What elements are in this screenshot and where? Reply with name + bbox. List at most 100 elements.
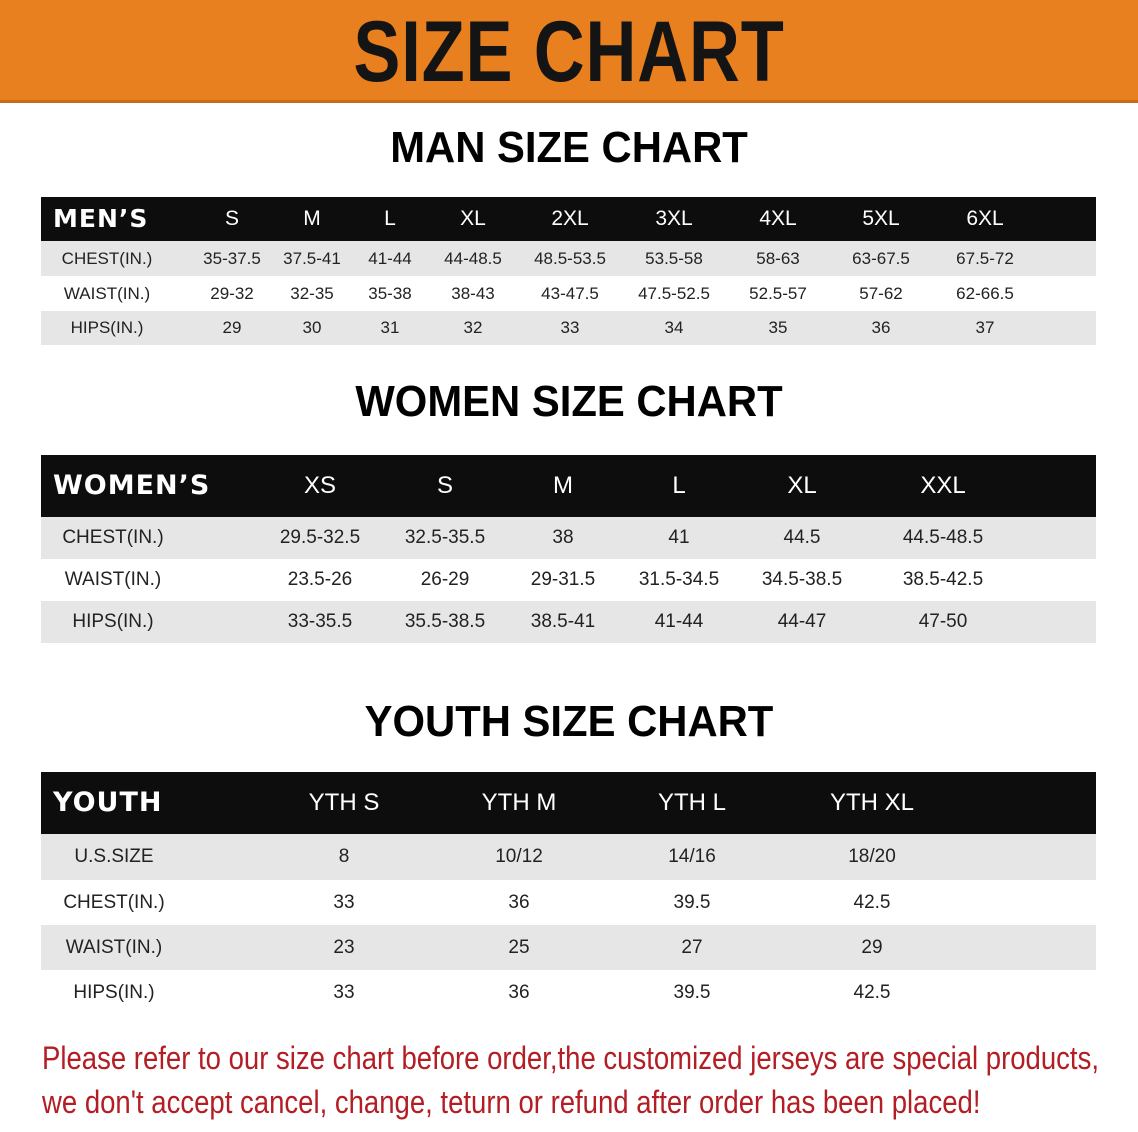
row-label: HIPS(IN.)	[70, 318, 144, 337]
table-cell: 8	[338, 846, 350, 867]
table-cell: 37.5-41	[283, 249, 341, 268]
size-header: 5XL	[862, 207, 900, 230]
table-cell: 23	[333, 937, 355, 958]
table-cell: 29	[222, 318, 242, 337]
table-cell: 26-29	[420, 569, 470, 590]
table-cell: 25	[508, 937, 530, 958]
women-header-label: WOMEN’S	[53, 470, 211, 501]
women-size-table: WOMEN’S XS S M L XL XXL CHEST(IN.) 29.5-32.5 32.5…	[41, 455, 1096, 643]
table-cell: 29	[861, 937, 883, 958]
row-label: U.S.SIZE	[74, 846, 154, 867]
women-header-row: WOMEN’S XS S M L XL XXL	[41, 455, 1096, 517]
table-row: WAIST(IN.) 29-32 32-35 35-38 38-43 43-47.5 47.…	[41, 276, 1096, 311]
notice-line-1: Please refer to our size chart before or…	[42, 1040, 1099, 1076]
table-cell: 32-35	[290, 284, 334, 303]
row-label: CHEST(IN.)	[63, 892, 165, 913]
women-section-title: WOMEN SIZE CHART	[355, 377, 783, 426]
table-row: HIPS(IN.) 33 36 39.5 42.5	[41, 970, 1096, 1015]
size-header: S	[436, 472, 454, 499]
table-cell: 44-47	[777, 611, 827, 632]
table-cell: 39.5	[673, 892, 711, 913]
table-cell: 44-48.5	[444, 249, 502, 268]
table-cell: 36	[508, 982, 530, 1003]
size-header: XL	[787, 472, 817, 499]
table-cell: 41-44	[654, 611, 704, 632]
size-header: YTH M	[481, 789, 557, 816]
size-header: 6XL	[966, 207, 1004, 230]
row-label: HIPS(IN.)	[72, 611, 154, 632]
table-row: HIPS(IN.) 33-35.5 35.5-38.5 38.5-41 41-44 44-…	[41, 601, 1096, 643]
men-size-table: MEN’S S M L XL 2XL 3XL 4XL 5XL 6XL CHEST(IN.) 35-37…	[41, 197, 1096, 345]
table-cell: 30	[302, 318, 322, 337]
size-header: 2XL	[551, 207, 589, 230]
notice-line-2: we don't accept cancel, change, teturn o…	[42, 1084, 981, 1120]
banner: SIZE CHART	[0, 0, 1138, 103]
table-cell: 38.5-41	[530, 611, 596, 632]
table-cell: 14/16	[668, 846, 716, 867]
size-header: L	[384, 207, 396, 230]
table-row: U.S.SIZE 8 10/12 14/16 18/20	[41, 834, 1096, 880]
table-row: CHEST(IN.) 33 36 39.5 42.5	[41, 880, 1096, 925]
table-cell: 18/20	[848, 846, 896, 867]
table-cell: 41-44	[368, 249, 412, 268]
size-header: XL	[460, 207, 486, 230]
table-cell: 38.5-42.5	[902, 569, 984, 590]
row-label: WAIST(IN.)	[65, 937, 163, 958]
size-header: YTH XL	[829, 789, 915, 816]
table-cell: 58-63	[756, 249, 800, 268]
table-cell: 62-66.5	[956, 284, 1014, 303]
size-header: YTH L	[657, 789, 727, 816]
size-header: YTH S	[308, 789, 380, 816]
size-header: S	[224, 207, 240, 230]
youth-header-row: YOUTH YTH S YTH M YTH L YTH XL	[41, 772, 1096, 834]
table-cell: 33	[333, 892, 355, 913]
row-label: HIPS(IN.)	[73, 982, 155, 1003]
table-cell: 38	[552, 527, 574, 548]
table-cell: 32.5-35.5	[404, 527, 486, 548]
row-label: WAIST(IN.)	[64, 569, 162, 590]
size-header: XS	[303, 472, 337, 499]
size-header: M	[553, 472, 573, 499]
size-header: L	[672, 472, 686, 499]
table-cell: 33	[560, 318, 580, 337]
table-cell: 33	[333, 982, 355, 1003]
men-header-label: MEN’S	[53, 204, 149, 233]
banner-title: SIZE CHART	[353, 4, 785, 100]
men-section-title: MAN SIZE CHART	[390, 123, 748, 172]
size-header: 4XL	[759, 207, 797, 230]
table-cell: 53.5-58	[645, 249, 703, 268]
table-cell: 44.5	[783, 527, 821, 548]
youth-size-table: YOUTH YTH S YTH M YTH L YTH XL U.S.SIZE 8 10/12…	[41, 772, 1096, 1015]
table-cell: 31.5-34.5	[638, 569, 720, 590]
table-row: WAIST(IN.) 23 25 27 29	[41, 925, 1096, 970]
table-cell: 48.5-53.5	[534, 249, 606, 268]
table-cell: 35.5-38.5	[404, 611, 486, 632]
table-cell: 27	[681, 937, 703, 958]
table-cell: 31	[380, 318, 400, 337]
table-cell: 35-38	[368, 284, 412, 303]
table-cell: 34	[664, 318, 684, 337]
table-cell: 52.5-57	[749, 284, 807, 303]
table-cell: 34.5-38.5	[761, 569, 843, 590]
size-header: M	[303, 207, 321, 230]
table-cell: 29-32	[210, 284, 254, 303]
table-cell: 41	[668, 527, 690, 548]
men-header-row: MEN’S S M L XL 2XL 3XL 4XL 5XL 6XL	[41, 197, 1096, 241]
table-cell: 33-35.5	[287, 611, 353, 632]
table-cell: 35-37.5	[203, 249, 261, 268]
table-cell: 67.5-72	[956, 249, 1014, 268]
table-cell: 43-47.5	[541, 284, 599, 303]
table-cell: 47.5-52.5	[638, 284, 710, 303]
table-row: WAIST(IN.) 23.5-26 26-29 29-31.5 31.5-34.5 34…	[41, 559, 1096, 601]
table-cell: 36	[871, 318, 891, 337]
table-cell: 42.5	[853, 982, 891, 1003]
table-cell: 42.5	[853, 892, 891, 913]
table-cell: 10/12	[495, 846, 543, 867]
table-cell: 37	[975, 318, 995, 337]
table-cell: 44.5-48.5	[902, 527, 984, 548]
table-cell: 29-31.5	[530, 569, 596, 590]
table-cell: 38-43	[451, 284, 495, 303]
table-row: HIPS(IN.) 29 30 31 32 33 34 35 36 37	[41, 311, 1096, 345]
table-cell: 23.5-26	[287, 569, 353, 590]
row-label: WAIST(IN.)	[63, 284, 151, 303]
